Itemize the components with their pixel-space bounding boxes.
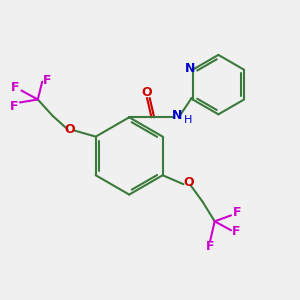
Text: H: H — [184, 115, 192, 125]
Text: F: F — [11, 81, 20, 94]
Text: O: O — [142, 85, 152, 98]
Text: N: N — [172, 109, 182, 122]
Text: F: F — [233, 206, 241, 219]
Text: F: F — [232, 225, 241, 238]
Text: F: F — [10, 100, 19, 112]
Text: O: O — [184, 176, 194, 189]
Text: O: O — [64, 123, 75, 136]
Text: F: F — [206, 240, 214, 253]
Text: F: F — [43, 74, 52, 87]
Text: N: N — [184, 62, 195, 75]
